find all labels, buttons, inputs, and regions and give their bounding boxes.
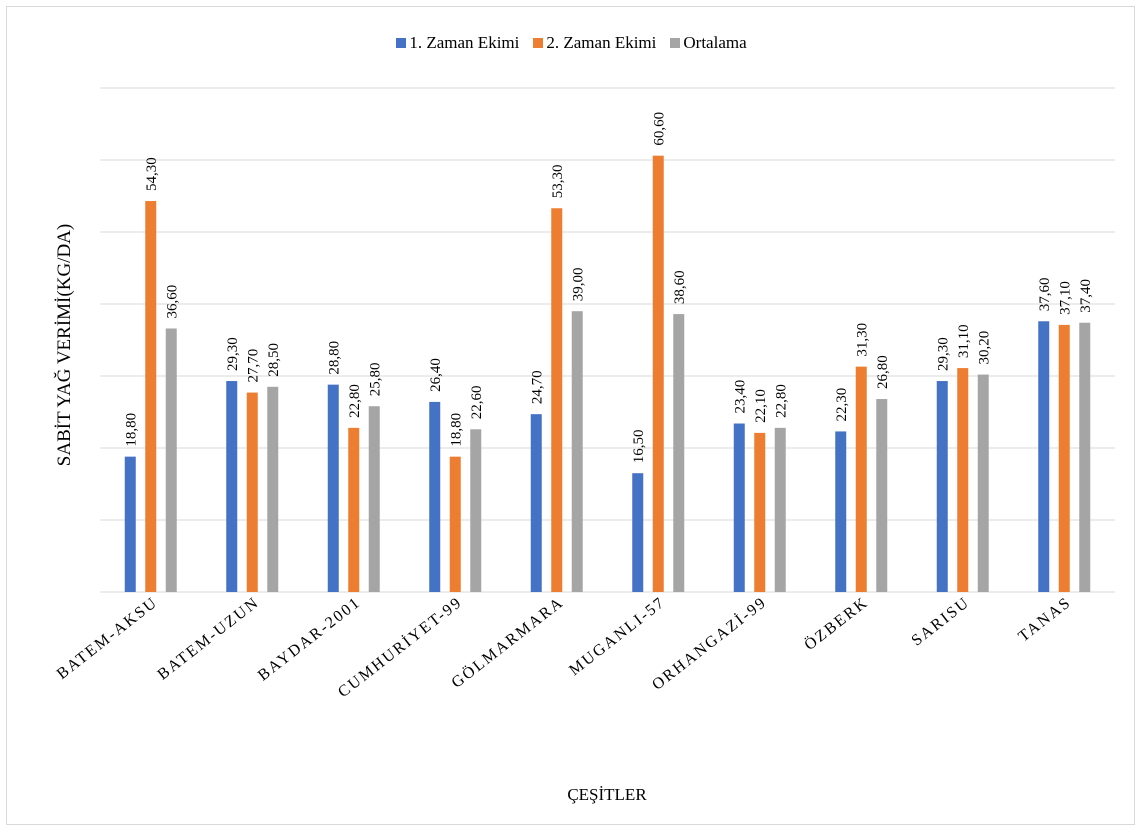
bar-series-1-7 bbox=[835, 431, 847, 592]
x-axis-title: ÇEŞİTLER bbox=[567, 785, 647, 804]
data-label-series-2-6: 22,10 bbox=[753, 389, 769, 423]
bar-series-1-0 bbox=[124, 456, 136, 592]
bar-series-1-1 bbox=[226, 381, 238, 592]
data-label-series-3-1: 28,50 bbox=[266, 343, 282, 377]
bar-series-2-9 bbox=[1058, 324, 1070, 592]
bars bbox=[124, 155, 1091, 593]
data-label-series-3-3: 22,60 bbox=[469, 386, 485, 420]
legend-item-series-2: 2. Zaman Ekimi bbox=[533, 33, 656, 53]
bar-series-3-5 bbox=[673, 314, 685, 592]
data-label-series-3-8: 30,20 bbox=[976, 331, 992, 365]
bar-series-2-8 bbox=[957, 368, 969, 592]
data-label-series-2-0: 54,30 bbox=[144, 157, 160, 191]
bar-series-3-8 bbox=[977, 374, 989, 592]
legend-item-series-3: Ortalama bbox=[670, 33, 747, 53]
data-label-series-1-8: 29,30 bbox=[935, 337, 951, 371]
bar-series-2-7 bbox=[855, 366, 867, 592]
bar-series-1-2 bbox=[327, 384, 339, 592]
data-label-series-3-6: 22,80 bbox=[773, 384, 789, 418]
data-label-series-3-7: 26,80 bbox=[875, 355, 891, 389]
data-label-series-1-5: 16,50 bbox=[631, 429, 647, 463]
x-tick-label-0: BATEM-AKSU bbox=[54, 594, 161, 683]
legend-item-series-1: 1. Zaman Ekimi bbox=[396, 33, 519, 53]
bar-series-2-6 bbox=[754, 432, 766, 592]
bar-series-2-5 bbox=[652, 155, 664, 592]
legend-swatch-series-1 bbox=[396, 38, 407, 48]
data-label-series-1-1: 29,30 bbox=[225, 337, 241, 371]
bar-series-3-6 bbox=[774, 427, 786, 592]
legend-label-series-2: 2. Zaman Ekimi bbox=[546, 33, 657, 52]
data-label-series-3-2: 25,80 bbox=[367, 362, 383, 396]
legend-swatch-series-2 bbox=[533, 38, 544, 48]
bar-series-2-1 bbox=[246, 392, 258, 592]
bar-series-1-4 bbox=[530, 414, 542, 592]
data-label-series-2-3: 18,80 bbox=[448, 413, 464, 447]
x-tick-label-7: ÖZBERK bbox=[801, 593, 872, 654]
data-label-series-2-8: 31,10 bbox=[956, 324, 972, 358]
data-label-series-1-6: 23,40 bbox=[732, 380, 748, 414]
data-label-series-2-2: 22,80 bbox=[347, 384, 363, 418]
data-label-series-3-0: 36,60 bbox=[164, 285, 180, 319]
bar-series-1-3 bbox=[429, 401, 441, 592]
data-label-series-3-9: 37,40 bbox=[1078, 279, 1094, 313]
x-tick-label-9: TANAS bbox=[1015, 594, 1074, 646]
bar-series-2-0 bbox=[145, 201, 157, 593]
legend-label-series-3: Ortalama bbox=[683, 33, 747, 52]
bar-series-3-3 bbox=[470, 429, 482, 592]
bar-series-2-3 bbox=[449, 456, 461, 592]
bar-series-3-1 bbox=[267, 386, 279, 592]
x-tick-label-4: GÖLMARMARA bbox=[448, 593, 567, 692]
data-label-series-2-4: 53,30 bbox=[550, 164, 566, 198]
x-tick-label-1: BATEM-UZUN bbox=[155, 594, 263, 684]
bar-series-2-4 bbox=[551, 208, 563, 593]
bar-series-1-5 bbox=[632, 473, 644, 592]
x-tick-label-2: BAYDAR-2001 bbox=[255, 594, 364, 685]
data-label-series-2-9: 37,10 bbox=[1057, 281, 1073, 315]
bar-series-3-7 bbox=[876, 399, 888, 592]
data-label-series-1-2: 28,80 bbox=[326, 341, 342, 375]
data-label-series-1-7: 22,30 bbox=[834, 388, 850, 422]
bar-series-2-2 bbox=[348, 427, 360, 592]
data-label-series-1-3: 26,40 bbox=[428, 358, 444, 392]
bar-series-3-4 bbox=[571, 311, 583, 592]
data-label-series-1-0: 18,80 bbox=[123, 413, 139, 447]
bar-series-3-9 bbox=[1079, 322, 1091, 592]
legend-swatch-series-3 bbox=[670, 38, 681, 48]
data-label-series-2-5: 60,60 bbox=[651, 112, 667, 146]
data-label-series-2-1: 27,70 bbox=[245, 349, 261, 383]
legend-label-series-1: 1. Zaman Ekimi bbox=[409, 33, 520, 52]
bar-series-1-8 bbox=[936, 381, 948, 592]
data-label-series-2-7: 31,30 bbox=[854, 323, 870, 357]
y-axis-title: SABİT YAĞ VERİMİ(KG/DA) bbox=[53, 224, 75, 466]
x-tick-label-8: SARISU bbox=[908, 594, 973, 650]
x-tick-label-5: MUGANLI-57 bbox=[566, 594, 669, 679]
data-label-series-3-5: 38,60 bbox=[672, 270, 688, 304]
bar-series-1-6 bbox=[733, 423, 745, 592]
data-label-series-1-9: 37,60 bbox=[1037, 278, 1053, 312]
bar-series-3-2 bbox=[368, 406, 380, 592]
bar-series-1-9 bbox=[1038, 321, 1050, 592]
data-label-series-3-4: 39,00 bbox=[570, 267, 586, 301]
bar-series-3-0 bbox=[165, 328, 177, 592]
legend: 1. Zaman Ekimi 2. Zaman Ekimi Ortalama bbox=[0, 33, 1143, 53]
x-tick-labels: BATEM-AKSUBATEM-UZUNBAYDAR-2001CUMHURİYE… bbox=[54, 593, 1075, 701]
data-label-series-1-4: 24,70 bbox=[529, 370, 545, 404]
